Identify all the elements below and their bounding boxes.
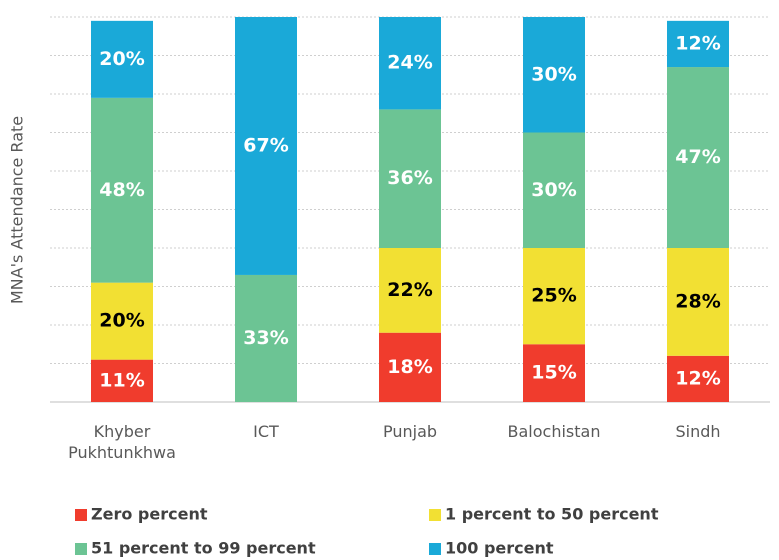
bar-segment: [235, 17, 297, 275]
data-label: 15%: [531, 362, 576, 384]
bar-segment: [667, 355, 729, 402]
bar-segment: [379, 17, 441, 110]
data-label: 30%: [531, 63, 576, 85]
data-label: 24%: [387, 52, 432, 74]
legend-swatch: [75, 509, 87, 521]
bar-segment: [667, 248, 729, 356]
bar-segment: [667, 67, 729, 248]
data-label: 12%: [675, 32, 720, 54]
y-axis-label: MNA's Attendance Rate: [8, 116, 27, 304]
data-label: 47%: [675, 146, 720, 168]
bar-segment: [523, 248, 585, 345]
bar-segment: [91, 97, 153, 283]
legend-label: 51 percent to 99 percent: [91, 539, 316, 558]
x-tick-label: Punjab: [382, 422, 438, 441]
data-label: 20%: [99, 48, 144, 70]
bar-segment: [379, 109, 441, 249]
bar-segment: [235, 274, 297, 402]
data-label: 67%: [243, 134, 288, 156]
data-label: 22%: [387, 279, 432, 301]
x-tick-label: Sindh: [675, 422, 721, 441]
x-tick-label: Balochistan: [507, 422, 601, 441]
bar-segment: [523, 344, 585, 402]
data-label: 48%: [99, 179, 144, 201]
bar-segment: [379, 248, 441, 333]
legend-label: Zero percent: [91, 505, 208, 524]
data-label: 18%: [387, 356, 432, 378]
data-label: 30%: [531, 179, 576, 201]
bar-segment: [379, 332, 441, 402]
bar-segment: [523, 17, 585, 133]
bar-segment: [523, 132, 585, 248]
bar-segment: [667, 20, 729, 68]
data-label: 20%: [99, 310, 144, 332]
data-label: 25%: [531, 285, 576, 307]
bar-segment: [91, 20, 153, 98]
bar-segment: [91, 282, 153, 360]
legend-label: 100 percent: [445, 539, 554, 558]
data-label: 11%: [99, 369, 144, 391]
legend-label: 1 percent to 50 percent: [445, 505, 659, 524]
x-tick-label: ICT: [253, 422, 279, 441]
legend-swatch: [429, 509, 441, 521]
data-label: 28%: [675, 290, 720, 312]
data-label: 36%: [387, 167, 432, 189]
data-label: 33%: [243, 327, 288, 349]
x-tick-label: Khyber Pukhtunkhwa: [68, 422, 176, 462]
data-label: 12%: [675, 367, 720, 389]
legend-swatch: [429, 543, 441, 555]
bar-segment: [91, 359, 153, 402]
legend-swatch: [75, 543, 87, 555]
